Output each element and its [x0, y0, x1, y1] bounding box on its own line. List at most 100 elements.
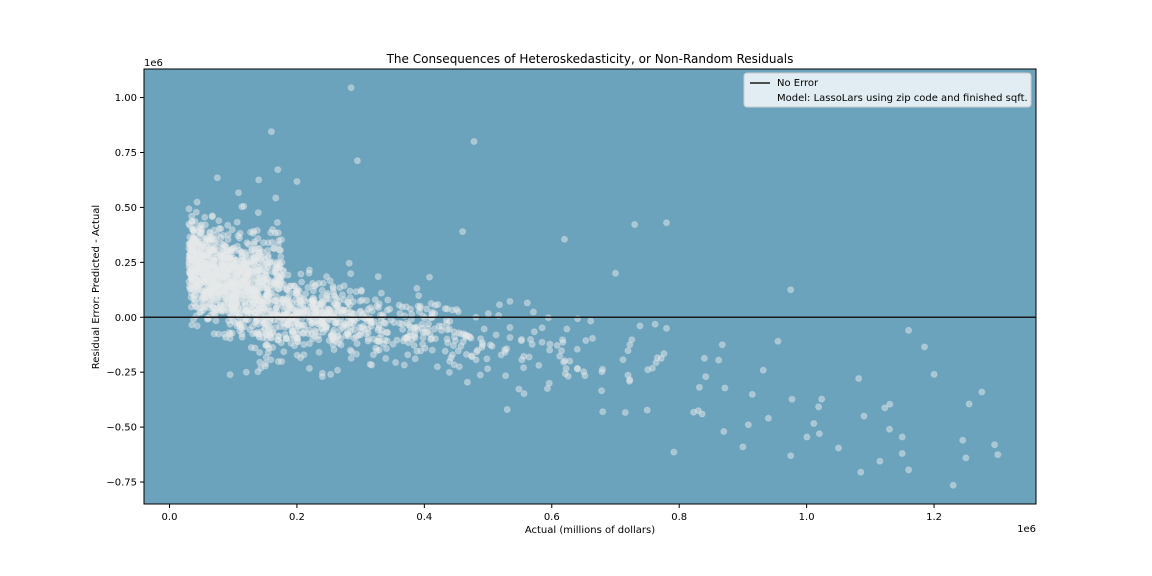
scatter-point: [228, 226, 236, 234]
scatter-point: [302, 290, 310, 298]
scatter-point: [318, 373, 326, 381]
scatter-point: [267, 229, 275, 237]
scatter-point: [428, 346, 436, 354]
scatter-point: [369, 351, 377, 359]
scatter-point: [538, 324, 546, 332]
scatter-point: [272, 324, 280, 331]
scatter-point: [297, 270, 305, 278]
scatter-point: [427, 300, 435, 307]
y-tick-label: 1.00: [115, 93, 137, 104]
scatter-point: [235, 189, 242, 197]
scatter-point: [208, 283, 216, 291]
scatter-point: [815, 430, 823, 438]
scatter-point: [308, 319, 316, 327]
scatter-point: [210, 330, 218, 338]
scatter-point: [277, 272, 285, 280]
scatter-point: [185, 205, 193, 213]
y-tick-label: −0.75: [106, 478, 137, 489]
chart-title: The Consequences of Heteroskedasticity, …: [386, 52, 794, 66]
scatter-point: [335, 339, 343, 347]
scatter-point: [324, 289, 331, 297]
scatter-point: [269, 328, 277, 336]
scatter-point: [209, 308, 217, 316]
scatter-point: [327, 370, 335, 378]
scatter-point: [396, 310, 404, 318]
scatter-point: [389, 340, 397, 348]
scatter-point: [300, 321, 308, 329]
scatter-point: [270, 244, 277, 252]
scatter-point: [441, 347, 449, 355]
scatter-point: [502, 372, 510, 380]
x-tick-label: 1.0: [799, 512, 815, 523]
scatter-point: [221, 295, 229, 302]
scatter-point: [219, 253, 227, 261]
scatter-point: [744, 421, 752, 429]
scatter-point: [382, 355, 390, 362]
scatter-point: [241, 296, 249, 304]
scatter-point: [400, 361, 408, 369]
scatter-point: [205, 304, 212, 311]
scatter-point: [268, 258, 276, 266]
scatter-point: [264, 253, 272, 261]
scatter-point: [612, 269, 619, 277]
x-tick-label: 1.2: [926, 512, 942, 523]
scatter-point: [598, 368, 606, 376]
scatter-point: [209, 262, 217, 270]
scatter-point: [538, 338, 546, 346]
scatter-point: [224, 236, 232, 243]
scatter-point: [247, 344, 255, 351]
scatter-point: [207, 236, 215, 243]
scatter-point: [362, 330, 370, 338]
scatter-point: [185, 220, 193, 228]
scatter-point: [546, 340, 554, 348]
scatter-point: [407, 305, 414, 313]
scatter-point: [358, 324, 366, 332]
scatter-point: [470, 138, 478, 145]
scatter-point: [319, 279, 327, 287]
scatter-point: [297, 297, 305, 305]
scatter-point: [463, 378, 471, 386]
scatter-point: [459, 228, 467, 236]
scatter-point: [239, 280, 247, 288]
scatter-point: [450, 361, 458, 369]
scatter-point: [191, 283, 199, 291]
scatter-point: [198, 225, 206, 233]
scatter-point: [236, 327, 244, 335]
scatter-point: [236, 229, 244, 237]
scatter-point: [239, 291, 247, 299]
scatter-point: [415, 292, 423, 300]
scatter-point: [501, 348, 509, 356]
scatter-point: [651, 320, 659, 328]
scatter-point: [274, 229, 282, 237]
scatter-point: [764, 414, 772, 422]
scatter-point: [421, 329, 429, 336]
x-tick-label: 0.4: [416, 512, 432, 523]
scatter-point: [408, 335, 416, 343]
scatter-point: [467, 352, 475, 360]
scatter-point: [448, 306, 456, 314]
scatter-point: [272, 194, 280, 202]
scatter-point: [393, 336, 401, 344]
scatter-point: [423, 305, 431, 313]
scatter-point: [442, 316, 450, 324]
scatter-point: [300, 341, 308, 348]
scatter-point: [201, 277, 209, 285]
y-tick-label: −0.25: [106, 368, 137, 379]
y-tick-label: 0.25: [115, 258, 137, 269]
scatter-point: [249, 330, 257, 338]
scatter-point: [426, 273, 433, 281]
scatter-point: [876, 457, 884, 465]
scatter-point: [803, 433, 811, 441]
scatter-point: [215, 225, 223, 232]
scatter-point: [218, 288, 226, 296]
scatter-point: [949, 481, 957, 489]
scatter-point: [428, 310, 436, 318]
scatter-point: [991, 441, 999, 449]
scatter-point: [347, 354, 355, 362]
scatter-point: [530, 328, 538, 336]
scatter-point: [535, 361, 543, 369]
scatter-point: [259, 318, 267, 325]
scatter-point: [353, 157, 361, 165]
scatter-point: [636, 322, 644, 330]
scatter-point: [215, 282, 223, 290]
